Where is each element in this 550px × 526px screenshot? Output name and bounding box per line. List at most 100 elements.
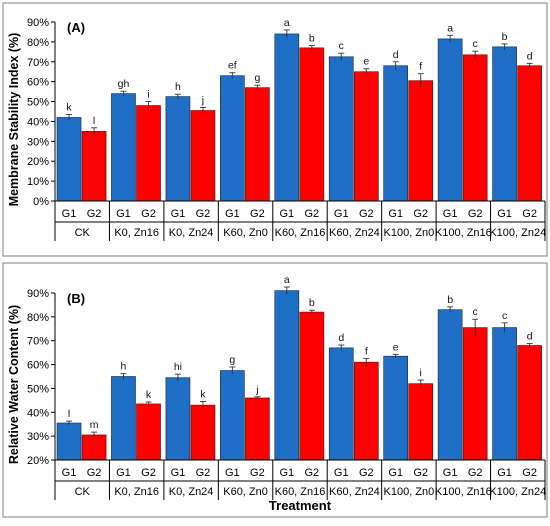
category-label: K60, Zn0: [223, 486, 268, 498]
significance-letter: gh: [118, 78, 130, 90]
y-tick-unit: %: [39, 156, 49, 168]
bar-g2: [408, 383, 434, 461]
category-label: K0, Zn16: [114, 486, 159, 498]
group-label: G1: [171, 467, 186, 479]
significance-letter: hi: [174, 361, 182, 373]
category-label: K100, Zn16: [435, 227, 492, 239]
y-tick-label: 80%: [27, 37, 49, 49]
significance-letter: k: [200, 389, 206, 401]
y-tick-unit: %: [39, 336, 49, 348]
group-label: G1: [116, 208, 131, 220]
group-label: G2: [196, 208, 211, 220]
group-label: G1: [388, 208, 403, 220]
y-tick-unit: %: [39, 97, 49, 109]
y-tick-value: 30: [27, 136, 39, 148]
y-axis-title: Relative Water Content (%): [7, 305, 21, 464]
category-label: K100, Zn16: [435, 486, 492, 498]
category-label: K60, Zn0: [223, 227, 268, 239]
y-tick-unit: %: [39, 57, 49, 69]
y-tick-value: 70: [27, 336, 39, 348]
significance-letter: c: [339, 40, 344, 52]
group-label: G2: [522, 208, 537, 220]
bar-g1: [492, 327, 517, 461]
group-label: G2: [196, 467, 211, 479]
y-tick-unit: %: [39, 37, 49, 49]
panel-frame: [2, 262, 548, 518]
y-tick-value: 60: [27, 360, 39, 372]
significance-letter: a: [284, 17, 290, 29]
y-tick-label: 80%: [27, 312, 49, 324]
category-label: K60, Zn24: [329, 486, 380, 498]
significance-letter: i: [147, 89, 149, 101]
category-label: CK: [75, 227, 91, 239]
y-tick-value: 20: [27, 455, 39, 467]
group-label: G2: [141, 208, 156, 220]
group-label: G2: [413, 208, 428, 220]
category-label: K100, Zn0: [384, 227, 435, 239]
y-tick-value: 40: [27, 116, 39, 128]
group-label: G2: [359, 208, 374, 220]
bar-g2: [245, 87, 270, 202]
significance-letter: a: [284, 274, 290, 286]
bar-g2: [190, 110, 216, 202]
y-tick-label: 40%: [27, 116, 49, 128]
y-tick-label: 30%: [27, 136, 49, 148]
group-label: G2: [359, 467, 374, 479]
bar-g1: [274, 33, 300, 202]
significance-letter: m: [90, 419, 99, 431]
y-tick-value: 50: [27, 97, 39, 109]
category-label: K0, Zn16: [114, 227, 159, 239]
y-tick-value: 50: [27, 383, 39, 395]
significance-letter: d: [527, 50, 533, 62]
y-tick-label: 50%: [27, 383, 49, 395]
significance-letter: a: [447, 22, 453, 34]
group-label: G2: [305, 208, 320, 220]
significance-letter: j: [201, 95, 204, 107]
y-tick-label: 0%: [33, 196, 49, 208]
significance-letter: h: [121, 361, 127, 373]
y-tick-label: 10%: [27, 176, 49, 188]
group-label: G1: [334, 208, 349, 220]
significance-letter: d: [338, 332, 344, 344]
bar-g1: [56, 117, 82, 202]
group-label: G1: [279, 208, 294, 220]
y-tick-unit: %: [39, 17, 49, 29]
bar-g2: [136, 403, 161, 461]
bar-g1: [165, 96, 191, 202]
y-tick-label: 40%: [27, 407, 49, 419]
group-label: G1: [497, 467, 512, 479]
bar-g1: [56, 422, 82, 461]
y-axis-title: Membrane Stability Index (%): [7, 33, 21, 207]
group-label: G2: [413, 467, 428, 479]
bar-g1: [111, 93, 136, 202]
bar-g2: [81, 434, 107, 461]
group-label: G2: [468, 208, 483, 220]
category-label: K60, Zn16: [275, 227, 326, 239]
bar-g2: [136, 105, 161, 202]
group-label: G1: [62, 208, 77, 220]
y-tick-value: 90: [27, 288, 39, 300]
y-tick-unit: %: [39, 455, 49, 467]
category-label: CK: [75, 486, 91, 498]
significance-letter: h: [175, 81, 181, 93]
bar-g1: [220, 75, 245, 202]
significance-letter: f: [365, 346, 368, 358]
y-tick-unit: %: [39, 176, 49, 188]
y-tick-unit: %: [39, 77, 49, 89]
group-label: G1: [62, 467, 77, 479]
y-tick-unit: %: [39, 383, 49, 395]
significance-letter: b: [309, 32, 315, 44]
significance-letter: c: [473, 38, 478, 50]
bar-g2: [245, 397, 270, 461]
y-tick-label: 60%: [27, 77, 49, 89]
category-label: K0, Zn24: [169, 227, 214, 239]
bar-g1: [328, 347, 354, 461]
bar-g2: [353, 71, 379, 202]
category-label: K0, Zn24: [169, 486, 214, 498]
significance-letter: d: [527, 331, 533, 343]
y-tick-unit: %: [39, 407, 49, 419]
group-label: G2: [468, 467, 483, 479]
bar-g2: [462, 327, 488, 461]
y-tick-label: 30%: [27, 431, 49, 443]
